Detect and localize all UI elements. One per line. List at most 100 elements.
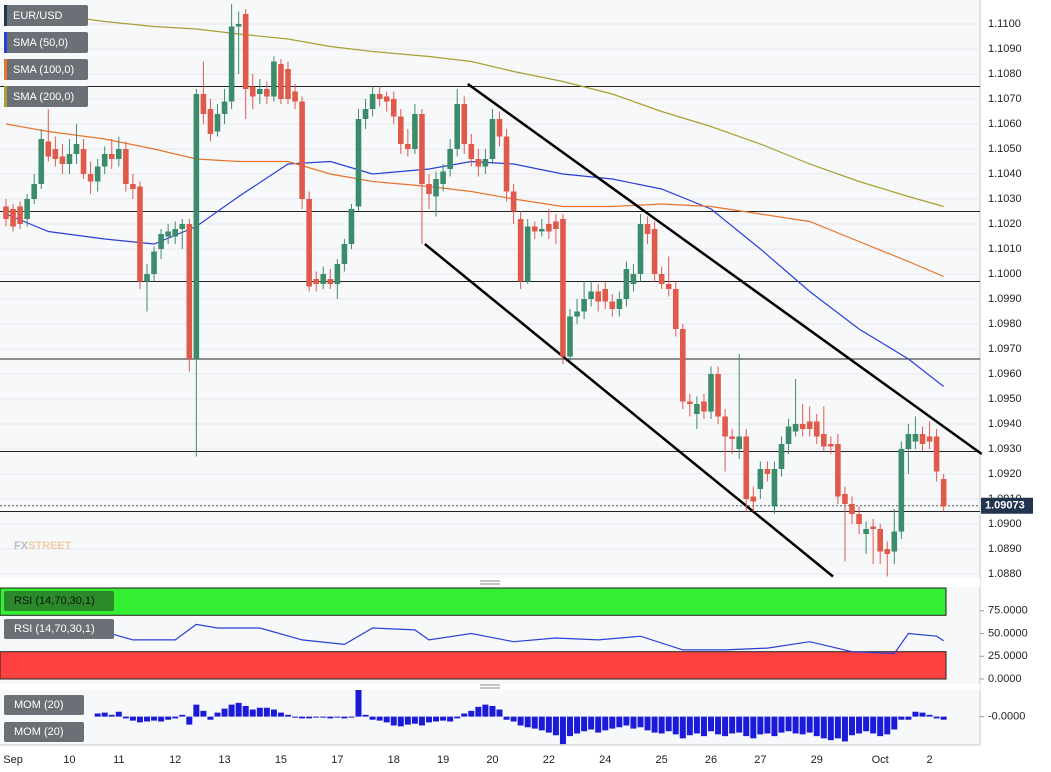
legend-swatch bbox=[4, 32, 7, 53]
x-tick-label: 10 bbox=[63, 754, 75, 766]
mom-bar bbox=[792, 716, 799, 734]
mom-bar bbox=[616, 716, 623, 728]
candle-body bbox=[137, 186, 143, 282]
candle-body bbox=[715, 374, 721, 417]
sma-line bbox=[5, 123, 944, 278]
mom-bar bbox=[736, 716, 743, 733]
mom-bar bbox=[179, 714, 186, 717]
mom-bar bbox=[574, 716, 581, 734]
y-tick-label: 1.0930 bbox=[988, 443, 1022, 455]
mom-bar bbox=[235, 702, 242, 717]
mom-bar bbox=[905, 716, 912, 720]
candle-body bbox=[285, 69, 291, 99]
mom-bar bbox=[891, 716, 898, 730]
mom-bar bbox=[665, 716, 672, 732]
candle-body bbox=[31, 184, 37, 199]
mom-bar bbox=[369, 716, 376, 720]
mom-bar bbox=[270, 709, 277, 717]
candle-body bbox=[390, 99, 397, 117]
candle-body bbox=[687, 401, 693, 404]
x-tick-label: 12 bbox=[169, 754, 181, 766]
mom-bar bbox=[115, 711, 122, 717]
mom-bar bbox=[306, 716, 313, 719]
mom-bar bbox=[390, 716, 397, 726]
candle-body bbox=[764, 469, 771, 474]
candle-body bbox=[828, 444, 834, 447]
mom-bar bbox=[785, 716, 792, 732]
candle-body bbox=[327, 279, 334, 284]
mom-bar bbox=[475, 706, 482, 717]
x-tick-label: 13 bbox=[218, 754, 230, 766]
candle-body bbox=[66, 154, 73, 164]
candle-body bbox=[842, 494, 848, 504]
y-tick-label: 1.1030 bbox=[988, 193, 1022, 205]
indicator-box bbox=[4, 619, 114, 639]
mom-bar bbox=[856, 716, 863, 734]
candle-body bbox=[264, 89, 270, 97]
candle-body bbox=[405, 144, 411, 149]
candle-body bbox=[73, 144, 80, 154]
y-tick-label: 1.1050 bbox=[988, 143, 1022, 155]
y-tick-label: 1.1000 bbox=[988, 268, 1022, 280]
candle-body bbox=[510, 191, 517, 212]
candle-body bbox=[59, 156, 66, 164]
candle-body bbox=[849, 504, 855, 514]
mom-bar bbox=[263, 707, 270, 717]
candle-body bbox=[348, 209, 355, 244]
mom-bar bbox=[552, 716, 559, 736]
mom-bar bbox=[440, 716, 447, 721]
mom-bar bbox=[101, 712, 108, 717]
candle-body bbox=[242, 14, 249, 89]
candle-body bbox=[792, 424, 799, 432]
rsi-upper-band bbox=[0, 587, 947, 616]
y-tick-label: 1.1100 bbox=[988, 18, 1021, 30]
candle-body bbox=[123, 149, 129, 184]
candle-body bbox=[680, 329, 686, 402]
candle-body bbox=[299, 101, 305, 199]
mom-bar bbox=[186, 716, 193, 725]
mom-bar bbox=[898, 716, 905, 720]
price-tag-label: 1.09073 bbox=[985, 500, 1025, 512]
mom-bar bbox=[940, 716, 947, 720]
mom-bar bbox=[200, 710, 207, 717]
mom-bar bbox=[320, 716, 327, 718]
candle-body bbox=[778, 444, 785, 469]
mom-bar bbox=[926, 714, 933, 717]
mom-bar bbox=[136, 716, 143, 723]
legend-box bbox=[4, 5, 88, 26]
candle-body bbox=[200, 94, 207, 114]
mom-bar bbox=[644, 716, 651, 731]
y-tick-label: 1.0970 bbox=[988, 343, 1022, 355]
candle-body bbox=[186, 224, 193, 359]
y-tick-label: 1.1060 bbox=[988, 118, 1022, 130]
mom-bar bbox=[165, 716, 172, 720]
mom-bar bbox=[482, 704, 489, 717]
mom-bar bbox=[637, 716, 644, 728]
mom-bar bbox=[376, 716, 383, 721]
candle-body bbox=[292, 91, 298, 102]
candle-body bbox=[461, 104, 468, 144]
mom-bar bbox=[285, 714, 291, 717]
candle-body bbox=[130, 184, 136, 189]
candle-body bbox=[454, 104, 460, 149]
mom-bar bbox=[510, 716, 517, 722]
y-tick-label: 1.1090 bbox=[988, 43, 1022, 55]
candle-body bbox=[750, 496, 757, 502]
mom-bar bbox=[122, 716, 129, 719]
mom-bar bbox=[743, 716, 750, 737]
y-tick-label: 1.0940 bbox=[988, 418, 1022, 430]
legend-label: SMA (100,0) bbox=[13, 64, 74, 76]
watermark-part: FX bbox=[14, 540, 29, 552]
candle-body bbox=[595, 291, 601, 302]
candle-body bbox=[708, 374, 714, 412]
candle-body bbox=[376, 94, 383, 99]
mom-bar bbox=[757, 716, 764, 735]
mom-bar bbox=[686, 716, 693, 736]
candle-body bbox=[228, 26, 235, 102]
mom-bar bbox=[651, 716, 658, 733]
date-axis-background bbox=[0, 745, 980, 772]
candle-body bbox=[440, 171, 446, 184]
mom-bar bbox=[94, 713, 101, 717]
mom-bar bbox=[158, 716, 165, 722]
candle-body bbox=[355, 119, 362, 207]
